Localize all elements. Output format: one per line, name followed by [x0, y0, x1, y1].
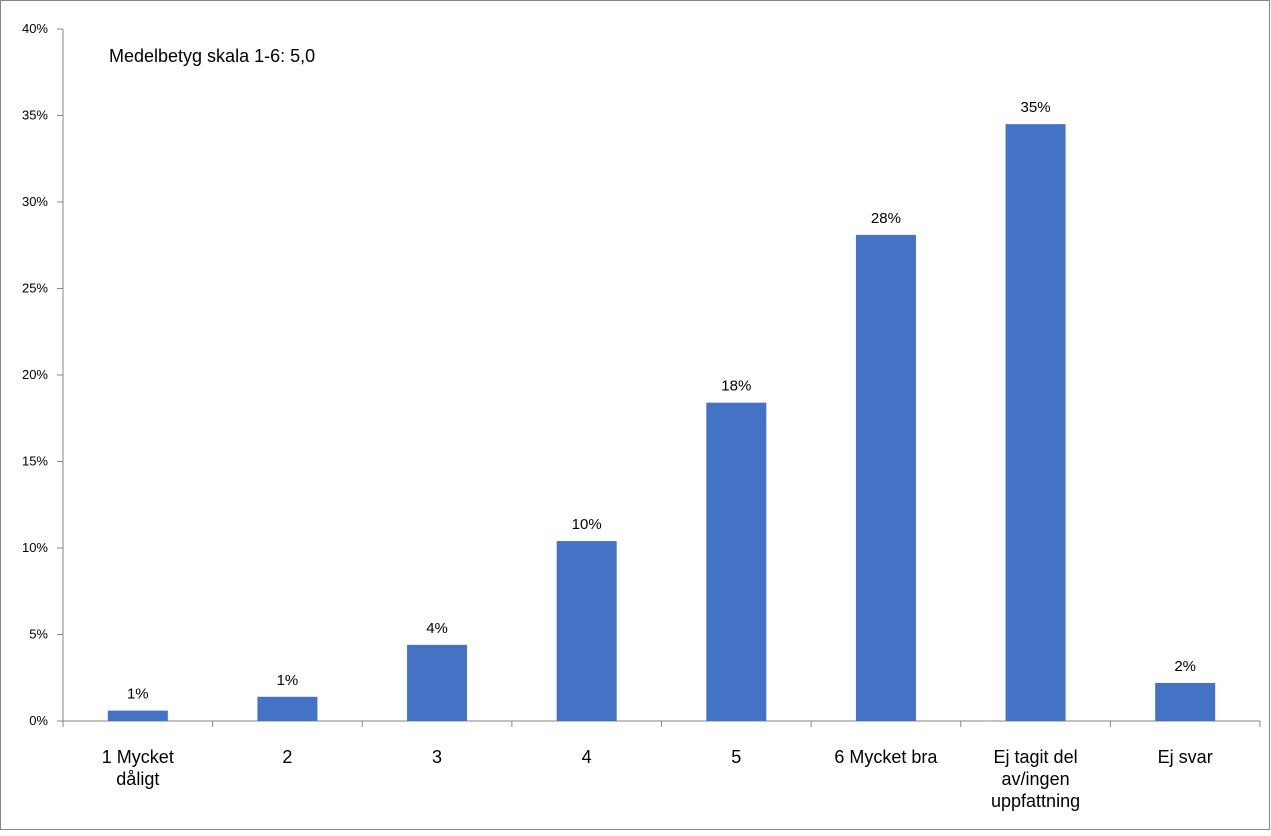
bar: [407, 644, 468, 721]
x-tick-label-line: 6 Mycket bra: [834, 747, 938, 767]
bar: [1155, 682, 1216, 721]
data-label: 1%: [127, 686, 149, 703]
y-tick-label: 25%: [22, 281, 48, 296]
x-tick-label-line: 3: [432, 747, 442, 767]
data-label: 4%: [426, 620, 448, 637]
x-tick-label: 2: [282, 747, 292, 767]
y-tick-label: 5%: [29, 627, 48, 642]
data-labels: 1% 1% 4% 10% 18% 28% 35% 2%: [127, 99, 1196, 702]
y-axis: 0% 5% 10% 15% 20% 25% 30% 35% 40%: [22, 21, 64, 728]
data-label: 2%: [1174, 658, 1196, 675]
x-tick-label: 5: [731, 747, 741, 767]
bar: [257, 696, 318, 721]
x-tick-label-line: Ej tagit del: [994, 747, 1078, 767]
x-axis: 1 Mycket dåligt 2 3 4 5 6 Mycket bra Ej tagit d…: [62, 720, 1261, 811]
y-tick-label: 30%: [22, 194, 48, 209]
x-tick-label: 4: [582, 747, 592, 767]
bar: [107, 710, 168, 721]
data-label: 35%: [1021, 99, 1051, 116]
x-tick-label-line: uppfattning: [991, 791, 1080, 811]
x-tick-label-line: 4: [582, 747, 592, 767]
y-tick-label: 0%: [29, 713, 48, 728]
x-tick-label: 1 Mycket dåligt: [102, 747, 174, 789]
x-tick-label: 6 Mycket bra: [834, 747, 938, 767]
data-label: 1%: [277, 672, 299, 689]
data-label: 28%: [871, 210, 901, 227]
bar: [556, 541, 617, 721]
x-tick-label-line: 2: [282, 747, 292, 767]
x-tick-label-line: 5: [731, 747, 741, 767]
x-tick-label: Ej svar: [1158, 747, 1213, 767]
y-tick-label: 35%: [22, 108, 48, 123]
bar-series: [107, 124, 1216, 721]
x-tick-label-line: Ej svar: [1158, 747, 1213, 767]
y-tick-label: 40%: [22, 21, 48, 36]
y-tick-label: 10%: [22, 540, 48, 555]
bar: [855, 234, 916, 721]
y-tick-label: 15%: [22, 454, 48, 469]
x-tick-label-line: dåligt: [116, 769, 159, 789]
bar: [706, 402, 767, 721]
data-label: 10%: [572, 516, 602, 533]
x-tick-label: 3: [432, 747, 442, 767]
x-tick-label-line: 1 Mycket: [102, 747, 174, 767]
x-tick-label: Ej tagit del av/ingen uppfattning: [991, 747, 1080, 811]
annotation-text: Medelbetyg skala 1-6: 5,0: [109, 46, 315, 66]
x-tick-label-line: av/ingen: [1002, 769, 1070, 789]
data-label: 18%: [721, 378, 751, 395]
bar: [1005, 124, 1066, 721]
y-tick-label: 20%: [22, 367, 48, 382]
